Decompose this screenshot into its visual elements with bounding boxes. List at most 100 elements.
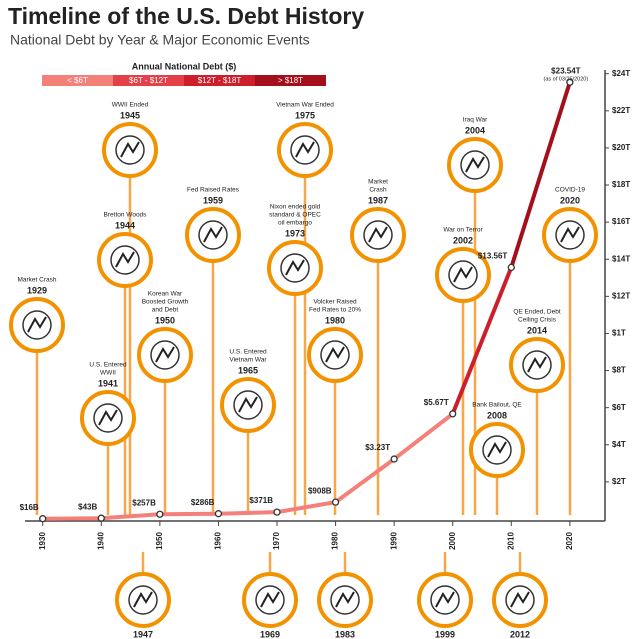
event-year: 1945 xyxy=(120,110,140,120)
event-icon xyxy=(290,135,320,165)
event-circle xyxy=(97,232,153,288)
event-icon xyxy=(522,350,552,380)
event-title: Bretton Woods xyxy=(104,212,148,219)
event-year: 1965 xyxy=(238,365,258,375)
data-label: $257B xyxy=(132,498,156,507)
x-tick-label: 1950 xyxy=(155,532,164,550)
event-icon xyxy=(555,220,585,250)
data-label: $371B xyxy=(249,496,273,505)
data-point xyxy=(390,455,398,463)
event-year: 2014 xyxy=(527,325,547,335)
event-icon xyxy=(22,310,52,340)
data-label: $43B xyxy=(78,502,97,511)
event-icon xyxy=(460,150,490,180)
event-icon xyxy=(115,251,135,268)
event-circle xyxy=(80,390,136,446)
event-circle xyxy=(492,572,548,628)
event-year: 2020 xyxy=(560,195,580,205)
y-tick-label: $14T xyxy=(612,254,630,263)
event-circle xyxy=(242,572,298,628)
event-icon xyxy=(203,226,223,243)
x-tick-label: 1960 xyxy=(214,532,223,550)
event-circle xyxy=(307,327,363,383)
event-circle xyxy=(9,297,65,353)
data-point xyxy=(273,508,281,516)
event-circle xyxy=(185,207,241,263)
event-circle xyxy=(317,572,373,628)
y-tick-label: $16T xyxy=(612,217,630,226)
event-title: QE Ended, Debt xyxy=(513,309,561,316)
event-icon xyxy=(363,220,393,250)
legend-label: > $18T xyxy=(278,76,303,85)
debt-line xyxy=(275,500,338,515)
chart-subtitle: National Debt by Year & Major Economic E… xyxy=(10,32,310,48)
event-circle xyxy=(469,422,525,478)
event-icon xyxy=(320,340,350,370)
event-icon xyxy=(325,346,345,363)
event-icon xyxy=(560,226,580,243)
event-year: 2008 xyxy=(487,410,507,420)
event-year: 1929 xyxy=(27,285,47,295)
event-icon xyxy=(453,266,473,283)
event-icon xyxy=(527,356,547,373)
debt-line xyxy=(333,457,397,505)
data-point xyxy=(507,263,515,272)
y-tick-label: $2T xyxy=(612,477,626,486)
data-label: $16B xyxy=(20,503,39,512)
data-label: $3.23T xyxy=(365,443,390,452)
event-title: Boosted Growth xyxy=(142,299,189,306)
data-point xyxy=(566,78,574,86)
event-year: 1959 xyxy=(203,195,223,205)
event-icon xyxy=(280,253,310,283)
event-title: Vietnam War xyxy=(229,357,267,364)
legend-label: $12T - $18T xyxy=(198,76,242,85)
event-year: 1975 xyxy=(295,110,315,120)
event-title: Korean War xyxy=(148,291,183,298)
event-icon xyxy=(448,260,478,290)
event-title: War on Terror xyxy=(443,227,483,234)
event-year: 1944 xyxy=(115,220,135,230)
event-year: 2002 xyxy=(453,235,473,245)
event-icon xyxy=(198,220,228,250)
y-tick-label: $24T xyxy=(612,69,630,78)
x-tick-label: 2020 xyxy=(565,532,574,550)
event-circle xyxy=(102,122,158,178)
event-circle xyxy=(417,572,473,628)
event-title: COVID-19 xyxy=(555,187,585,194)
event-year: 1980 xyxy=(325,315,345,325)
event-circle xyxy=(447,137,503,193)
event-icon xyxy=(150,340,180,370)
event-icon xyxy=(430,585,460,615)
event-icon xyxy=(330,585,360,615)
legend-label: < $6T xyxy=(67,76,88,85)
debt-line xyxy=(99,512,162,521)
legend-swatch xyxy=(255,75,326,86)
event-circle xyxy=(509,337,565,393)
event-circle xyxy=(115,572,171,628)
event-year: 1950 xyxy=(155,315,175,325)
legend-swatch xyxy=(113,75,184,86)
event-title: Iraq War xyxy=(463,117,489,124)
event-icon xyxy=(368,226,388,243)
debt-line xyxy=(392,411,455,462)
event-circle xyxy=(137,327,193,383)
event-icon xyxy=(295,141,315,158)
y-tick-label: $6T xyxy=(612,403,626,412)
data-label: $5.67T xyxy=(424,398,449,407)
event-circle xyxy=(220,377,276,433)
event-title: standard & OPEC xyxy=(269,212,321,219)
event-title: Ceiling Crisis xyxy=(518,317,557,324)
data-point xyxy=(39,515,47,523)
event-title: WWII Ended xyxy=(112,102,149,109)
event-icon xyxy=(133,591,153,608)
data-point xyxy=(214,510,223,518)
data-point xyxy=(97,514,105,522)
event-title: Market xyxy=(368,179,388,186)
y-tick-label: $4T xyxy=(612,440,626,449)
legend-title: Annual National Debt ($) xyxy=(132,61,237,71)
data-point xyxy=(156,510,164,518)
event-title: U.S. Entered xyxy=(229,349,267,356)
event-circle xyxy=(435,247,491,303)
event-circle xyxy=(277,122,333,178)
event-icon xyxy=(238,396,258,413)
